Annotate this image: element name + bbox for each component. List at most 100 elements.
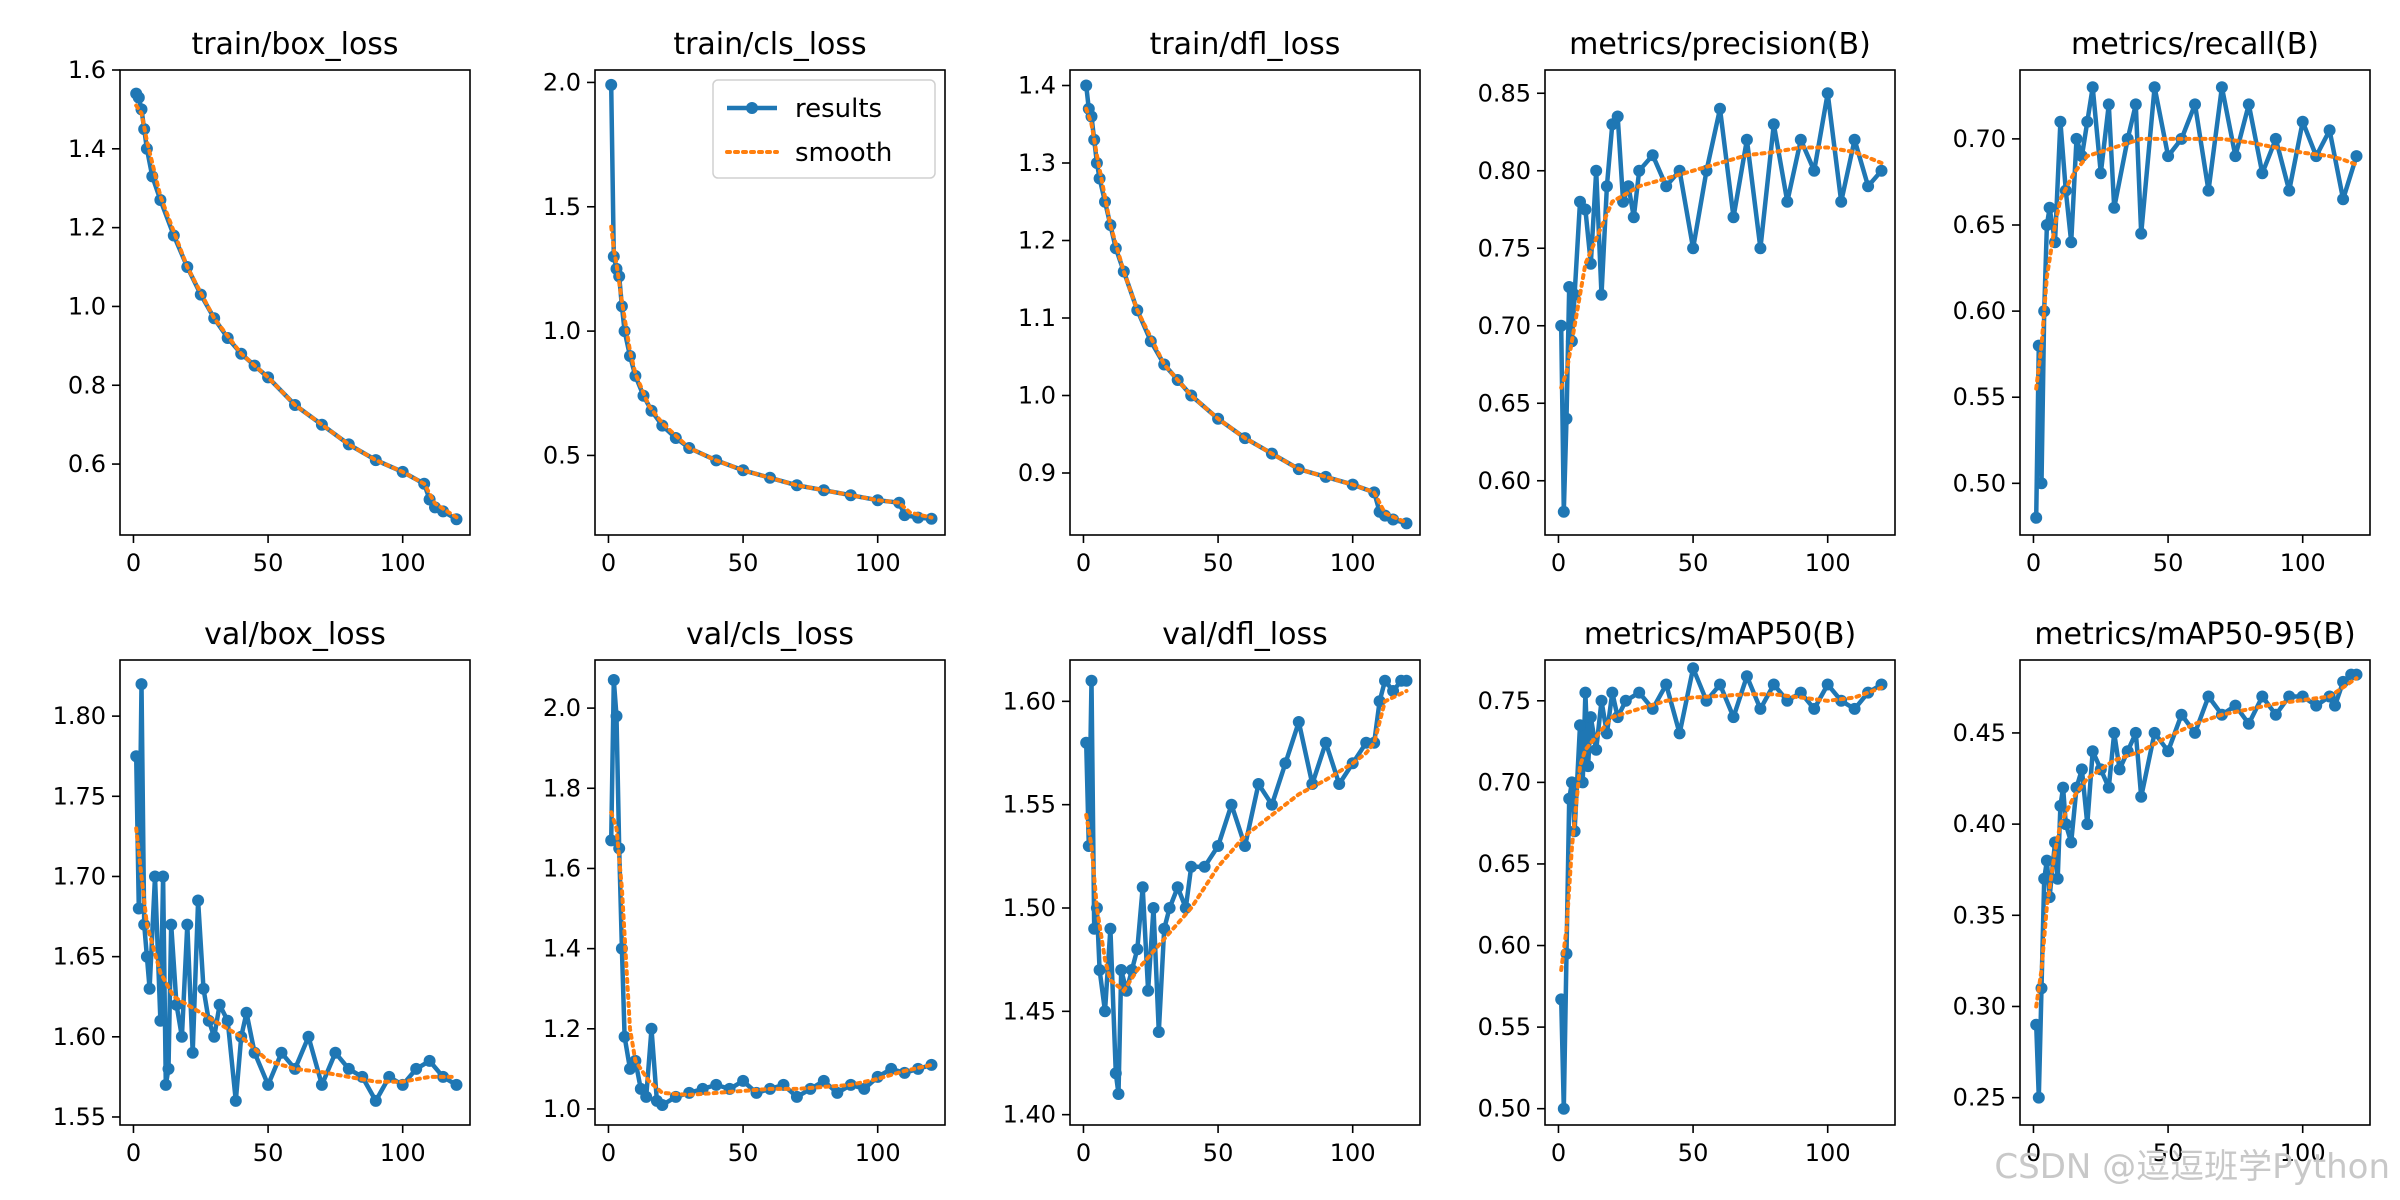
results-point: [2065, 236, 2078, 249]
results-point: [2256, 690, 2269, 703]
subplot-7: val/dfl_loss 0 50 100 1.40 1.45 1.50 1.55 1.60: [1003, 617, 1421, 1167]
results-point: [618, 325, 631, 338]
x-tick-label: 100: [1805, 1139, 1851, 1167]
results-point: [1848, 133, 1861, 146]
y-tick-label: 0.55: [1478, 1013, 1531, 1041]
results-point: [656, 1099, 669, 1111]
results-point: [2102, 781, 2115, 794]
results-point: [1265, 798, 1278, 811]
results-point: [329, 1046, 342, 1059]
y-tick-label: 0.30: [1953, 992, 2006, 1020]
subplot-3: metrics/precision(B) 0 50 100 0.60 0.65 0.70 0.…: [1478, 27, 1896, 577]
results-point: [1292, 716, 1305, 728]
y-tick-label: 1.60: [53, 1023, 106, 1051]
results-point: [2040, 219, 2053, 231]
results-point: [450, 1078, 463, 1091]
results-point: [1727, 211, 1740, 224]
y-tick-label: 1.80: [53, 702, 106, 730]
results-point: [1225, 798, 1238, 811]
results-point: [2129, 98, 2142, 111]
axes-frame: [594, 659, 946, 1126]
results-point: [2229, 150, 2242, 163]
y-tick-label: 1.0: [543, 1095, 581, 1123]
y-tick-label: 1.40: [1003, 1101, 1056, 1129]
results-point: [2242, 717, 2255, 730]
results-point: [2337, 193, 2350, 206]
results-point: [610, 710, 623, 723]
results-point: [2102, 98, 2115, 111]
x-tick-label: 100: [1330, 1139, 1376, 1167]
results-point: [170, 998, 183, 1011]
results-point: [1115, 964, 1128, 976]
results-point: [2113, 763, 2126, 776]
axes-frame: [1544, 69, 1896, 536]
y-tick-label: 0.40: [1953, 810, 2006, 838]
y-tick-label: 0.70: [1478, 768, 1531, 796]
results-point: [2148, 726, 2161, 739]
y-tick-label: 0.75: [1478, 687, 1531, 715]
y-tick-label: 0.65: [1953, 211, 2006, 239]
y-tick-label: 1.8: [543, 774, 581, 802]
results-point: [240, 1006, 253, 1019]
results-point: [817, 1074, 830, 1087]
results-point: [2189, 98, 2201, 111]
axes-frame: [594, 69, 946, 536]
results-point: [221, 1014, 234, 1027]
results-point: [1590, 743, 1603, 756]
y-tick-label: 0.45: [1953, 719, 2006, 747]
results-point: [1673, 727, 1686, 740]
legend-smooth-label: smooth: [795, 138, 892, 168]
results-point: [165, 918, 178, 931]
x-tick-label: 50: [1678, 549, 1709, 577]
results-point: [1163, 902, 1176, 914]
series-results-line: [608, 677, 933, 1108]
y-tick-label: 1.0: [68, 292, 106, 320]
x-tick-label: 100: [2280, 1139, 2326, 1167]
results-point: [645, 1022, 658, 1035]
x-tick-label: 100: [1330, 549, 1376, 577]
results-point: [1333, 778, 1346, 790]
subplot-title: metrics/mAP50(B): [1584, 617, 1856, 652]
results-point: [1862, 180, 1875, 193]
results-point: [1319, 736, 1332, 749]
results-point: [1400, 674, 1413, 687]
results-point: [262, 1078, 275, 1091]
results-point: [1633, 164, 1646, 177]
results-point: [2054, 799, 2067, 812]
results-point: [1212, 840, 1225, 852]
subplot-8: metrics/mAP50(B) 0 50 100 0.50 0.55 0.60 0.65 0.…: [1478, 617, 1896, 1167]
results-point: [181, 918, 194, 931]
series-smooth-line: [1084, 689, 1409, 994]
subplot-title: metrics/mAP50-95(B): [2034, 617, 2355, 652]
y-tick-label: 1.2: [1018, 227, 1056, 255]
results-point: [2283, 184, 2296, 197]
y-tick-label: 1.4: [1018, 72, 1056, 100]
results-point: [2296, 115, 2309, 128]
subplot-title: val/box_loss: [204, 617, 386, 652]
axes-frame: [1069, 659, 1421, 1126]
y-tick-label: 1.0: [543, 317, 581, 345]
y-tick-label: 0.5: [543, 441, 581, 469]
results-point: [302, 1030, 315, 1043]
results-point: [1080, 79, 1093, 92]
results-point: [1158, 922, 1171, 935]
results-point: [2283, 690, 2296, 703]
y-tick-label: 0.70: [1953, 125, 2006, 153]
y-tick-label: 0.65: [1478, 850, 1531, 878]
series-smooth-line: [134, 826, 459, 1084]
results-point: [2256, 167, 2269, 180]
axes-frame: [1069, 69, 1421, 536]
results-point: [208, 1030, 221, 1043]
results-point: [2051, 872, 2064, 885]
results-point: [1611, 110, 1624, 123]
results-point: [1142, 984, 1155, 997]
series-results-line: [134, 92, 458, 522]
results-point: [1557, 505, 1570, 518]
results-point: [213, 998, 226, 1011]
x-tick-label: 50: [1203, 1139, 1234, 1167]
y-tick-label: 1.5: [543, 193, 581, 221]
results-point: [2350, 668, 2363, 681]
x-tick-label: 50: [728, 1139, 759, 1167]
x-tick-label: 100: [380, 549, 426, 577]
